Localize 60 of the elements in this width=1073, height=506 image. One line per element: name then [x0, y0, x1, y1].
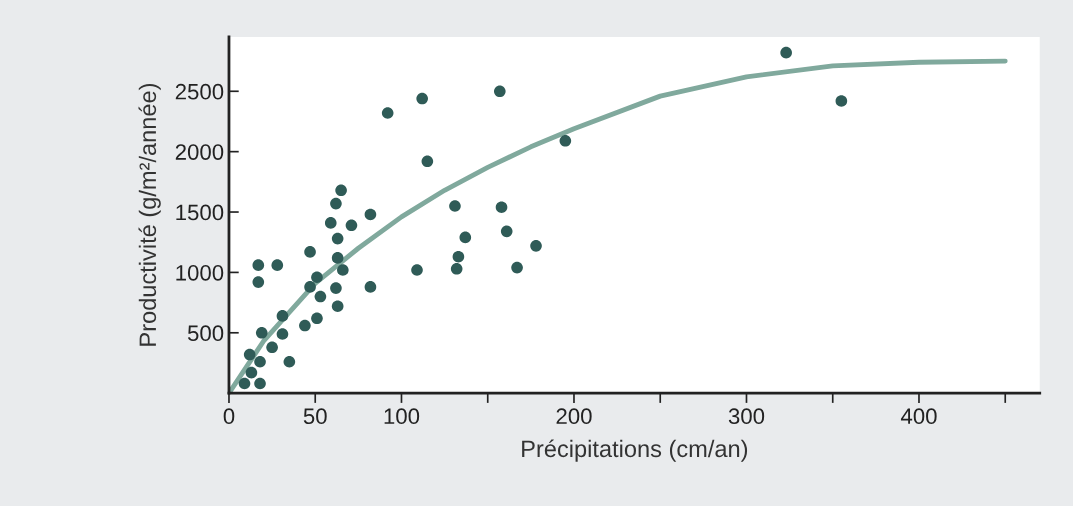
point — [495, 201, 508, 214]
x-tick-label: 50 — [303, 408, 327, 425]
point — [311, 312, 323, 325]
x-tick-label: 0 — [223, 408, 235, 425]
y-tick-label: 2500 — [175, 83, 224, 100]
x-tick-label: 100 — [384, 408, 420, 425]
y-tick-label: 500 — [187, 325, 224, 342]
point — [416, 92, 428, 105]
point — [299, 319, 311, 332]
point — [335, 184, 347, 197]
point — [331, 252, 344, 264]
point — [314, 290, 327, 303]
point — [381, 107, 394, 119]
x-tick-label: 200 — [556, 408, 592, 425]
point — [266, 341, 278, 354]
point — [494, 85, 506, 98]
point — [450, 262, 463, 275]
x-axis-title: Précipitations (cm/an) — [522, 439, 748, 462]
point — [364, 281, 377, 293]
point — [276, 328, 289, 340]
y-tick-label: 2000 — [175, 144, 224, 160]
point — [421, 155, 434, 168]
point — [411, 264, 423, 276]
point — [511, 261, 523, 274]
point — [331, 232, 344, 245]
point — [255, 326, 268, 339]
point — [330, 197, 342, 210]
point — [245, 366, 258, 379]
point — [276, 310, 289, 322]
line-series — [228, 58, 1008, 394]
point — [331, 300, 344, 313]
point — [530, 240, 542, 252]
point — [364, 208, 377, 221]
point — [304, 246, 316, 258]
point — [311, 271, 323, 284]
point — [252, 259, 265, 271]
point — [304, 281, 316, 293]
y-axis-title: Productivité (g/m²/année) — [138, 83, 161, 346]
point — [324, 217, 337, 229]
point — [337, 264, 349, 276]
point — [780, 46, 792, 59]
point — [283, 355, 296, 368]
point — [238, 377, 251, 390]
point — [243, 348, 256, 361]
point — [559, 134, 572, 147]
y-tick-label: 1500 — [176, 204, 224, 221]
point — [452, 250, 465, 263]
point — [835, 95, 848, 107]
point — [449, 200, 461, 212]
y-tick-label: 1000 — [176, 264, 224, 281]
point — [459, 231, 472, 244]
point — [254, 377, 266, 390]
point — [252, 276, 265, 288]
x-tick-label: 300 — [728, 408, 765, 425]
point — [345, 219, 358, 232]
point — [330, 282, 342, 294]
point — [254, 355, 266, 368]
point — [500, 225, 513, 238]
x-tick-label: 400 — [900, 408, 937, 425]
point — [271, 259, 284, 271]
